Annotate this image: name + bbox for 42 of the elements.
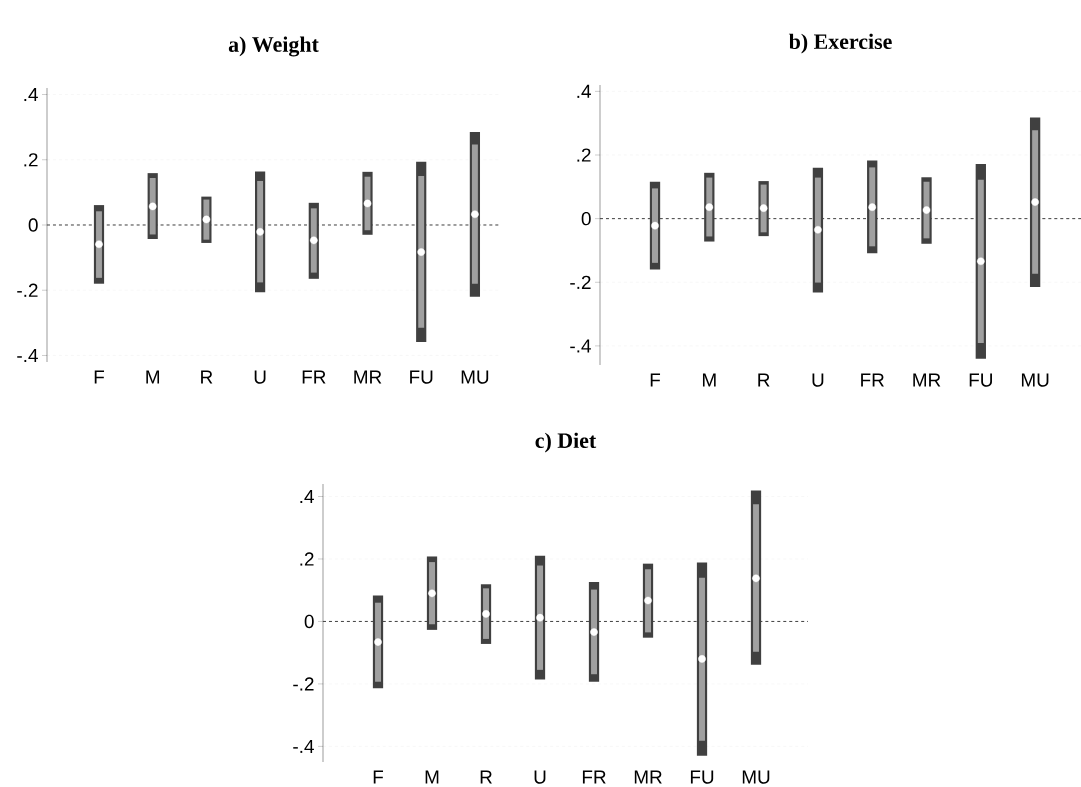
y-tick-label: -.2: [293, 677, 314, 691]
x-tick-label: M: [425, 770, 439, 784]
y-tick-label: 0: [28, 218, 38, 232]
y-tick-label: -.4: [570, 339, 591, 353]
x-tick-label: MR: [354, 370, 382, 384]
x-tick-label: R: [758, 373, 770, 387]
chart-title: a) Weight: [228, 36, 319, 57]
y-tick-label: .2: [300, 552, 314, 566]
x-tick-label: U: [534, 770, 546, 784]
y-tick-label: -.2: [570, 275, 591, 289]
y-tick-label: -.4: [17, 348, 38, 362]
x-tick-label: MR: [634, 770, 662, 784]
x-tick-label: F: [650, 373, 661, 387]
y-tick-label: 0: [304, 614, 314, 629]
x-tick-label: FR: [861, 373, 884, 387]
x-tick-label: FU: [410, 370, 433, 384]
x-tick-label: M: [146, 370, 160, 384]
x-tick-label: F: [373, 770, 384, 784]
x-tick-label: MR: [913, 373, 941, 387]
x-tick-label: MU: [742, 770, 770, 784]
y-tick-label: .4: [24, 88, 38, 102]
y-tick-label: .4: [300, 489, 314, 504]
y-tick-label: -.2: [17, 283, 38, 297]
x-tick-label: MU: [1021, 373, 1049, 387]
chart-title: c) Diet: [535, 432, 597, 453]
chart-title: b) Exercise: [788, 33, 892, 54]
y-tick-label: -.4: [293, 739, 314, 753]
x-tick-label: R: [201, 370, 213, 384]
x-tick-label: M: [702, 373, 716, 387]
x-tick-label: R: [480, 770, 492, 784]
x-tick-label: U: [812, 373, 824, 387]
x-tick-label: FR: [302, 370, 326, 384]
x-tick-label: FU: [690, 770, 714, 784]
y-tick-label: .4: [577, 84, 591, 98]
y-tick-label: .2: [24, 153, 38, 167]
x-tick-label: F: [94, 370, 105, 384]
y-tick-label: .2: [577, 148, 591, 162]
x-tick-label: MU: [461, 370, 489, 384]
x-tick-label: U: [254, 370, 266, 384]
x-tick-label: FU: [969, 373, 992, 387]
x-tick-label: FR: [582, 770, 606, 784]
y-tick-label: 0: [581, 211, 591, 226]
